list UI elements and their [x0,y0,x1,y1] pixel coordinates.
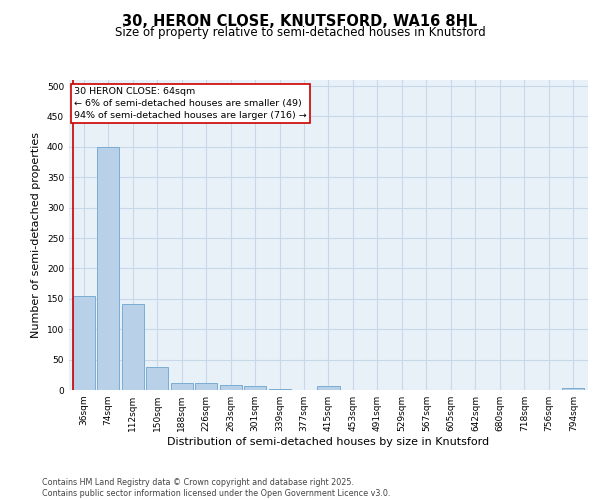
Text: Size of property relative to semi-detached houses in Knutsford: Size of property relative to semi-detach… [115,26,485,39]
Bar [195,384,217,390]
Bar [122,304,143,390]
Bar [220,385,242,390]
Bar [97,147,119,390]
Bar [317,386,340,390]
Bar [269,389,290,390]
Bar [562,388,584,390]
Bar [73,296,95,390]
Text: 30 HERON CLOSE: 64sqm
← 6% of semi-detached houses are smaller (49)
94% of semi-: 30 HERON CLOSE: 64sqm ← 6% of semi-detac… [74,88,307,120]
Text: 30, HERON CLOSE, KNUTSFORD, WA16 8HL: 30, HERON CLOSE, KNUTSFORD, WA16 8HL [122,14,478,29]
Y-axis label: Number of semi-detached properties: Number of semi-detached properties [31,132,41,338]
Bar [170,384,193,390]
X-axis label: Distribution of semi-detached houses by size in Knutsford: Distribution of semi-detached houses by … [167,437,490,447]
Bar [146,367,168,390]
Bar [244,386,266,390]
Text: Contains HM Land Registry data © Crown copyright and database right 2025.
Contai: Contains HM Land Registry data © Crown c… [42,478,391,498]
